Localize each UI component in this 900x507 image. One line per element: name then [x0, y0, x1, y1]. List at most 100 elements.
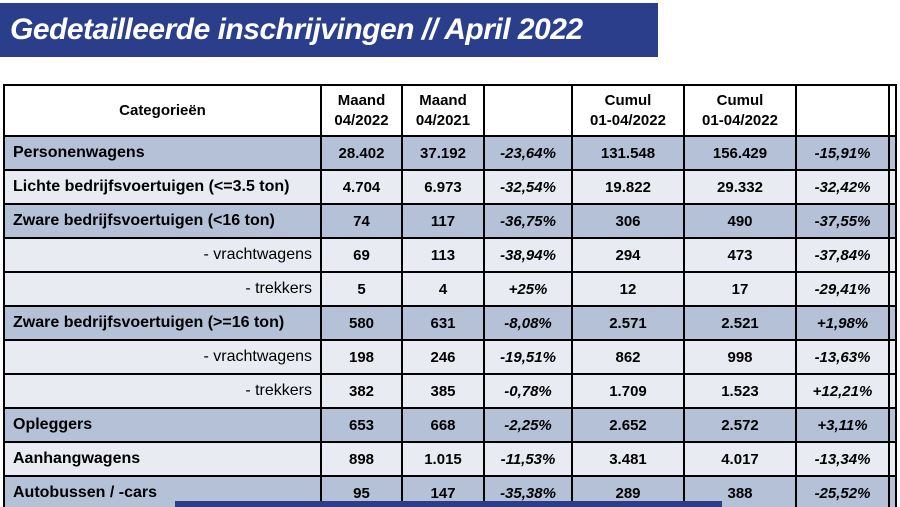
- percent-cell: -37,84%: [795, 237, 890, 273]
- value-cell: 1.523: [683, 373, 797, 409]
- table-row: - vrachtwagens 69 113 -38,94% 294 473 -37,84%: [3, 237, 897, 273]
- category-cell: Autobussen / -cars: [3, 475, 322, 507]
- table-row: Zware bedrijfsvoertuigen (<16 ton) 74 117-…: [3, 203, 897, 239]
- value-cell: 117: [401, 203, 485, 239]
- value-cell: 4: [401, 271, 485, 307]
- table-row: - trekkers 382 385 -0,78% 1.709 1.523 +12,21%: [3, 373, 897, 409]
- row-edge-strip: [888, 373, 897, 409]
- percent-cell: -29,41%: [795, 271, 890, 307]
- value-cell: 156.429: [683, 135, 797, 171]
- data-table: Categorieën Maand 04/2022 Maand 04/2021 …: [3, 84, 897, 507]
- table-row: Autobussen / -cars 95 147 -35,38% 289 388 -25,…: [3, 475, 897, 507]
- value-cell: 198: [320, 339, 403, 375]
- category-cell: Zware bedrijfsvoertuigen (<16 ton): [3, 203, 322, 239]
- percent-cell: +25%: [483, 271, 573, 307]
- header-label: Cumul: [604, 92, 652, 109]
- percent-cell: -25,52%: [795, 475, 890, 507]
- percent-cell: -32,42%: [795, 169, 890, 205]
- percent-cell: -2,25%: [483, 407, 573, 443]
- value-cell: 3.481: [571, 441, 685, 477]
- value-cell: 382: [320, 373, 403, 409]
- category-cell: - trekkers: [3, 373, 322, 409]
- header-row: Categorieën Maand 04/2022 Maand 04/2021 …: [3, 84, 897, 137]
- percent-cell: -38,94%: [483, 237, 573, 273]
- title-banner: Gedetailleerde inschrijvingen // April 2…: [0, 3, 658, 57]
- value-cell: 2.521: [683, 305, 797, 341]
- percent-cell: -11,53%: [483, 441, 573, 477]
- value-cell: 5: [320, 271, 403, 307]
- value-cell: 306: [571, 203, 685, 239]
- value-cell: 12: [571, 271, 685, 307]
- header-edge-strip: [888, 84, 897, 137]
- table-row: - trekkers 5 4 +25% 12 17 -29,41%: [3, 271, 897, 307]
- value-cell: 69: [320, 237, 403, 273]
- value-cell: 2.572: [683, 407, 797, 443]
- value-cell: 4.017: [683, 441, 797, 477]
- header-label: 04/2022: [334, 111, 389, 129]
- column-header-month-2021: Maand 04/2021: [401, 84, 485, 137]
- table-row: Personenwagens 28.402 37.192 -23,64% 131.548…: [3, 135, 897, 171]
- value-cell: 113: [401, 237, 485, 273]
- value-cell: 490: [683, 203, 797, 239]
- value-cell: 580: [320, 305, 403, 341]
- table-row: - vrachtwagens 198 246 -19,51% 862 998 -13,63%: [3, 339, 897, 375]
- header-label: Maand: [337, 92, 386, 109]
- column-header-month-2022: Maand 04/2022: [320, 84, 403, 137]
- value-cell: 6.973: [401, 169, 485, 205]
- percent-cell: -15,91%: [795, 135, 890, 171]
- percent-cell: -32,54%: [483, 169, 573, 205]
- category-cell: Lichte bedrijfsvoertuigen (<=3.5 ton): [3, 169, 322, 205]
- value-cell: 2.571: [571, 305, 685, 341]
- value-cell: 473: [683, 237, 797, 273]
- row-edge-strip: [888, 237, 897, 273]
- category-cell: - trekkers: [3, 271, 322, 307]
- table-row: Zware bedrijfsvoertuigen (>=16 ton) 580 63…: [3, 305, 897, 341]
- value-cell: 37.192: [401, 135, 485, 171]
- value-cell: 1.709: [571, 373, 685, 409]
- category-cell: - vrachtwagens: [3, 237, 322, 273]
- header-label: Maand: [419, 92, 467, 109]
- value-cell: 29.332: [683, 169, 797, 205]
- column-header-cumul-2022: Cumul 01-04/2022: [571, 84, 685, 137]
- value-cell: 668: [401, 407, 485, 443]
- category-cell: Opleggers: [3, 407, 322, 443]
- value-cell: 74: [320, 203, 403, 239]
- row-edge-strip: [888, 407, 897, 443]
- percent-cell: -19,51%: [483, 339, 573, 375]
- category-cell: - vrachtwagens: [3, 339, 322, 375]
- column-header-month-percent: [483, 84, 573, 137]
- column-header-cumul-percent: [795, 84, 890, 137]
- row-edge-strip: [888, 305, 897, 341]
- percent-cell: -23,64%: [483, 135, 573, 171]
- row-edge-strip: [888, 271, 897, 307]
- table-row: Opleggers 653 668 -2,25% 2.652 2.572 +3,11%: [3, 407, 897, 443]
- percent-cell: -13,34%: [795, 441, 890, 477]
- percent-cell: +12,21%: [795, 373, 890, 409]
- value-cell: 898: [320, 441, 403, 477]
- value-cell: 4.704: [320, 169, 403, 205]
- value-cell: 28.402: [320, 135, 403, 171]
- row-edge-strip: [888, 475, 897, 507]
- value-cell: 385: [401, 373, 485, 409]
- header-label: Cumul: [716, 92, 764, 109]
- percent-cell: -37,55%: [795, 203, 890, 239]
- percent-cell: +1,98%: [795, 305, 890, 341]
- row-edge-strip: [888, 339, 897, 375]
- column-header-cumul-2021: Cumul 01-04/2022: [683, 84, 797, 137]
- value-cell: 998: [683, 339, 797, 375]
- row-edge-strip: [888, 135, 897, 171]
- registrations-table: Categorieën Maand 04/2022 Maand 04/2021 …: [3, 84, 897, 507]
- percent-cell: +3,11%: [795, 407, 890, 443]
- header-label: 01-04/2022: [590, 111, 666, 129]
- value-cell: 17: [683, 271, 797, 307]
- table-row: Aanhangwagens 898 1.015 -11,53% 3.481 4.017 -1…: [3, 441, 897, 477]
- value-cell: 294: [571, 237, 685, 273]
- percent-cell: -0,78%: [483, 373, 573, 409]
- page-title: Gedetailleerde inschrijvingen // April 2…: [10, 13, 583, 46]
- percent-cell: -36,75%: [483, 203, 573, 239]
- value-cell: 246: [401, 339, 485, 375]
- column-header-categories: Categorieën: [3, 84, 322, 137]
- percent-cell: -13,63%: [795, 339, 890, 375]
- row-edge-strip: [888, 169, 897, 205]
- table-row: Lichte bedrijfsvoertuigen (<=3.5 ton) 4.7…: [3, 169, 897, 205]
